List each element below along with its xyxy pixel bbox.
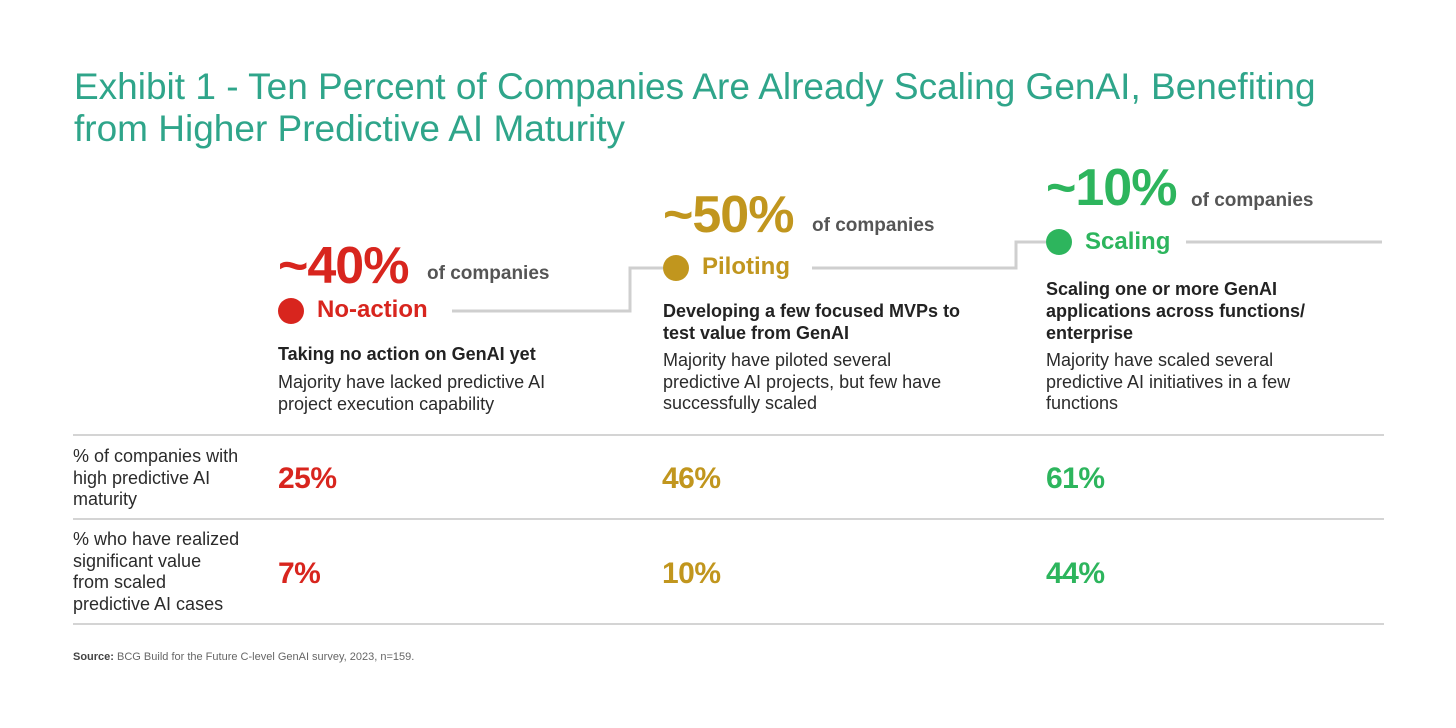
connector-no-action-to-piloting — [452, 266, 663, 313]
table-rule-bottom — [73, 623, 1384, 625]
share-suffix-piloting: of companies — [812, 215, 935, 236]
metric-label-maturity: % of companies with high predictive AI m… — [73, 446, 239, 509]
table-rule-middle — [73, 518, 1384, 520]
share-piloting: ~50% — [663, 186, 794, 244]
chart-title: Exhibit 1 - Ten Percent of Companies Are… — [74, 66, 1316, 149]
stage-label-scaling: Scaling — [1085, 228, 1171, 255]
stage-dot-no-action — [278, 298, 304, 324]
share-suffix-scaling: of companies — [1191, 190, 1314, 211]
metric-value-no-action: 7% — [278, 557, 321, 590]
headline-piloting: Developing a few focused MVPs to test va… — [663, 301, 961, 343]
headline-no-action: Taking no action on GenAI yet — [278, 344, 536, 364]
headline-scaling: Scaling one or more GenAI applications a… — [1046, 279, 1306, 343]
description-piloting: Majority have piloted several predictive… — [663, 350, 942, 413]
source-text: BCG Build for the Future C-level GenAI s… — [117, 651, 415, 663]
stage-dot-scaling — [1046, 229, 1072, 255]
description-no-action: Majority have lacked predictive AI proje… — [278, 372, 546, 414]
connector-piloting-to-scaling — [812, 240, 1046, 270]
metric-label-value: % who have realized significant value fr… — [73, 529, 240, 614]
table-rule-top — [73, 434, 1384, 436]
source-note: Source: BCG Build for the Future C-level… — [73, 651, 414, 663]
source-label: Source: — [73, 651, 114, 663]
stage-dot-piloting — [663, 255, 689, 281]
metric-maturity-no-action: 25% — [278, 462, 337, 495]
metric-value-scaling: 44% — [1046, 557, 1105, 590]
share-suffix-no-action: of companies — [427, 263, 550, 284]
stage-label-piloting: Piloting — [702, 253, 790, 280]
share-scaling: ~10% — [1046, 159, 1177, 217]
share-no-action: ~40% — [278, 237, 409, 295]
metric-value-piloting: 10% — [662, 557, 721, 590]
stage-label-no-action: No-action — [317, 296, 428, 323]
metric-maturity-scaling: 61% — [1046, 462, 1105, 495]
metric-maturity-piloting: 46% — [662, 462, 721, 495]
description-scaling: Majority have scaled several predictive … — [1046, 350, 1291, 413]
